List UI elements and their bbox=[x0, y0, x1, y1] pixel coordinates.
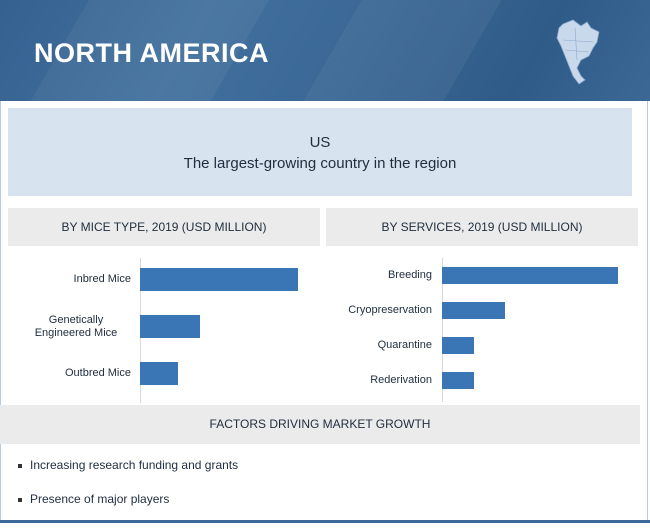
bullet-icon bbox=[18, 463, 22, 468]
bar-inbred-mice bbox=[140, 268, 298, 291]
highlight-box: US The largest-growing country in the re… bbox=[8, 108, 632, 196]
category-label: Rederivation bbox=[370, 374, 432, 386]
header-banner: NORTH AMERICA bbox=[0, 0, 650, 101]
factor-item: Increasing research funding and grants bbox=[18, 458, 238, 472]
north-america-map-icon bbox=[556, 19, 600, 85]
factor-item: Presence of major players bbox=[18, 492, 169, 506]
category-label: Genetically Engineered Mice bbox=[34, 313, 118, 339]
chart-title-services: BY SERVICES, 2019 (USD MILLION) bbox=[326, 208, 638, 246]
chart-title-mice-type: BY MICE TYPE, 2019 (USD MILLION) bbox=[8, 208, 320, 246]
category-label: Outbred Mice bbox=[64, 367, 131, 379]
bar-rederivation bbox=[442, 372, 474, 389]
highlight-country: US bbox=[309, 134, 331, 151]
category-label: Quarantine bbox=[377, 339, 432, 351]
category-label: Breeding bbox=[387, 269, 432, 281]
highlight-subtitle: The largest-growing country in the regio… bbox=[183, 155, 457, 172]
page-title: NORTH AMERICA bbox=[34, 38, 269, 68]
bottom-rule bbox=[0, 520, 650, 523]
category-label: Cryopreservation bbox=[348, 304, 432, 316]
category-label: Inbred Mice bbox=[73, 273, 131, 285]
bar-breeding bbox=[442, 267, 618, 284]
bullet-icon bbox=[18, 497, 22, 502]
services-chart: Breeding Cryopreservation Quarantine Rederi… bbox=[325, 252, 645, 402]
mice-type-chart: Inbred Mice Genetically Engineered Mice Ou… bbox=[0, 252, 320, 403]
factors-title: FACTORS DRIVING MARKET GROWTH bbox=[0, 405, 640, 444]
bar-quarantine bbox=[442, 337, 474, 354]
bar-outbred-mice bbox=[140, 362, 178, 385]
y-axis-line bbox=[442, 258, 443, 402]
bar-cryopreservation bbox=[442, 302, 506, 319]
bar-genetically-engineered-mice bbox=[140, 315, 201, 338]
